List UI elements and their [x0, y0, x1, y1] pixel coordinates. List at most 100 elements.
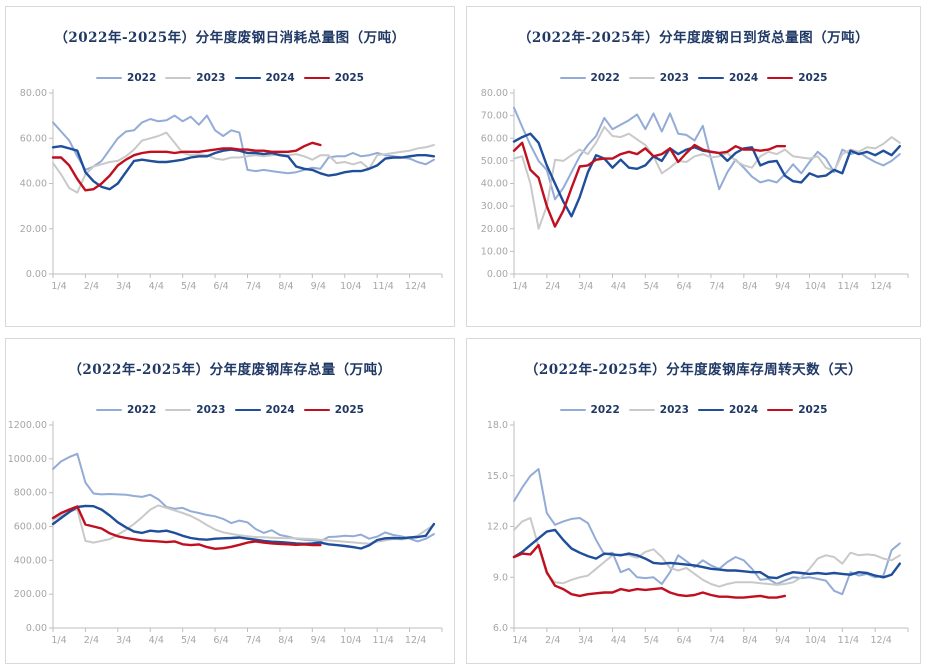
y-tick-label: 0.00: [487, 269, 508, 280]
x-tick-label: 1/4: [51, 635, 66, 646]
y-tick-label: 12.0: [487, 522, 508, 533]
legend-swatch: [559, 77, 586, 79]
y-tick-label: 80.00: [481, 88, 508, 99]
line-chart-daily-consumption: 0.00 20.00 40.00 60.00 80.00 1/4 2/4 3/4 4/4 5/4 6…: [20, 88, 443, 292]
x-tick-label: 6/4: [677, 635, 692, 646]
series-line-2023: [52, 131, 435, 194]
chart-panel-turnover-days: （2022年-2025年）分年度废钢库存周转天数（天） 2022 2023 2024…: [466, 338, 921, 664]
chart-panel-inventory-total: （2022年-2025年）分年度废钢库存总量（万吨） 2022 2023 2024 2…: [5, 338, 455, 664]
legend-swatch: [165, 409, 192, 411]
chart-title: （2022年-2025年）分年度废钢库存总量（万吨）: [68, 362, 392, 378]
legend-label: 2022: [127, 72, 157, 84]
y-tick-label: 800.00: [14, 488, 47, 499]
legend-item-2025: 2025: [303, 404, 364, 416]
legend-item-2022: 2022: [559, 72, 620, 84]
legend-label: 2023: [196, 72, 226, 84]
legend-item-2024: 2024: [698, 404, 758, 416]
legend-item-2025: 2025: [767, 404, 827, 416]
x-tick-label: 2/4: [84, 635, 99, 646]
legend-swatch: [165, 77, 192, 79]
series-line-2025: [512, 141, 787, 228]
series-line-2024: [51, 504, 436, 550]
legend-swatch: [628, 409, 655, 411]
x-tick-label: 9/4: [311, 281, 326, 292]
line-chart-daily-arrivals: 0.00 10.00 20.00 30.00 40.00 50.00 60.00 70.00 8…: [481, 88, 909, 292]
y-tick-label: 400.00: [14, 555, 47, 566]
x-tick-label: 2/4: [545, 635, 560, 646]
x-tick-label: 4/4: [149, 281, 164, 292]
x-tick-label: 7/4: [246, 281, 261, 292]
x-tick-label: 12/4: [405, 635, 426, 646]
y-tick-label: 0.00: [26, 623, 47, 634]
x-tick-label: 6/4: [677, 281, 692, 292]
x-tick-label: 5/4: [181, 281, 196, 292]
y-tick-label: 50.00: [481, 156, 508, 167]
legend-label: 2025: [334, 404, 364, 416]
y-tick-label: 20.00: [481, 224, 508, 235]
x-tick-label: 6/4: [213, 281, 228, 292]
y-tick-label: 60.00: [481, 133, 508, 144]
legend-label: 2025: [334, 72, 364, 84]
legend-swatch: [767, 76, 794, 80]
legend-swatch: [303, 76, 330, 80]
x-tick-label: 1/4: [51, 281, 66, 292]
x-tick-label: 8/4: [742, 281, 757, 292]
legend-label: 2023: [196, 404, 226, 416]
x-tick-label: 5/4: [181, 635, 196, 646]
chart-panel-daily-consumption: （2022年-2025年）分年度废钢日消耗总量图（万吨） 2022 2023 202…: [5, 6, 455, 327]
x-tick-label: 9/4: [775, 281, 790, 292]
chart-panel-daily-arrivals: （2022年-2025年）分年度废钢日到货总量图（万吨） 2022 2023 202…: [466, 6, 921, 327]
x-tick-label: 5/4: [644, 635, 659, 646]
x-tick-label: 8/4: [278, 281, 293, 292]
legend-item-2023: 2023: [165, 72, 226, 84]
y-tick-label: 6.0: [493, 623, 508, 634]
y-tick-label: 1000.00: [8, 454, 47, 465]
x-tick-label: 10/4: [805, 635, 826, 646]
y-tick-label: 30.00: [481, 201, 508, 212]
x-tick-label: 11/4: [838, 281, 859, 292]
legend-swatch: [96, 409, 123, 411]
x-tick-label: 4/4: [611, 281, 626, 292]
x-tick-label: 5/4: [644, 281, 659, 292]
legend-swatch: [559, 409, 586, 411]
x-tick-label: 8/4: [742, 635, 757, 646]
series-line-2023: [513, 517, 901, 588]
x-tick-label: 3/4: [116, 635, 131, 646]
chart-title: （2022年-2025年）分年度废钢日消耗总量图（万吨）: [54, 30, 406, 46]
series-line-2024: [51, 144, 436, 191]
y-tick-label: 200.00: [14, 589, 47, 600]
legend-item-2022: 2022: [559, 404, 620, 416]
x-tick-label: 10/4: [340, 635, 361, 646]
x-tick-label: 3/4: [578, 635, 593, 646]
x-tick-label: 11/4: [372, 635, 393, 646]
x-tick-label: 1/4: [512, 635, 527, 646]
legend-label: 2022: [590, 404, 620, 416]
x-tick-label: 11/4: [372, 281, 393, 292]
series-line-2022: [52, 452, 435, 543]
x-tick-label: 12/4: [870, 281, 891, 292]
x-tick-label: 10/4: [340, 281, 361, 292]
legend-swatch: [698, 408, 724, 412]
legend-item-2022: 2022: [96, 404, 156, 416]
legend-swatch: [96, 77, 123, 79]
y-tick-label: 70.00: [481, 111, 508, 122]
y-tick-label: 1200.00: [8, 420, 47, 431]
legend-item-2024: 2024: [698, 72, 758, 84]
series-line-2024: [512, 528, 901, 580]
legend-swatch: [234, 408, 261, 412]
legend-item-2023: 2023: [628, 404, 689, 416]
line-chart-turnover-days: 6.0 9.0 12.0 15.0 18.0 1/4 2/4 3/4 4/4 5/4 6/4 7/4 8…: [487, 420, 909, 646]
legend-swatch: [234, 76, 261, 80]
y-tick-label: 10.00: [481, 246, 508, 257]
x-tick-label: 4/4: [149, 635, 164, 646]
chart-legend: 2022 2023 2024 2025: [467, 72, 920, 84]
series-line-2025: [51, 505, 322, 551]
chart-title: （2022年-2025年）分年度废钢日到货总量图（万吨）: [517, 30, 870, 46]
legend-item-2024: 2024: [234, 72, 295, 84]
chart-legend: 2022 2023 2024 2025: [6, 72, 454, 84]
legend-item-2023: 2023: [165, 404, 226, 416]
line-chart-inventory-total: 0.00 200.00 400.00 600.00 800.00 1000.00 1200.…: [8, 420, 443, 646]
x-tick-label: 2/4: [545, 281, 560, 292]
x-tick-label: 6/4: [213, 635, 228, 646]
